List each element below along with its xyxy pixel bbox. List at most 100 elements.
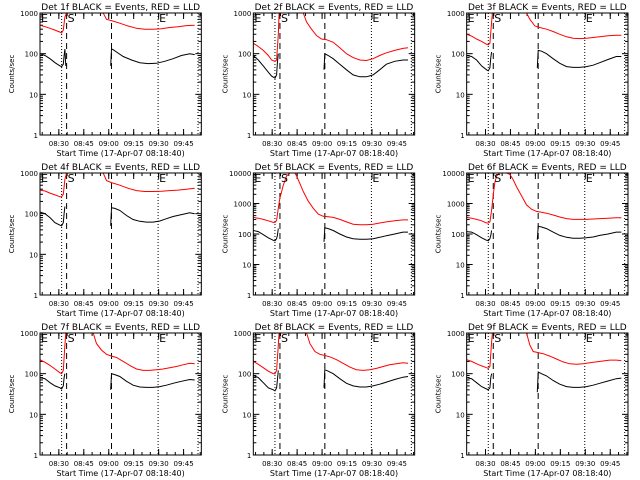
x-tick-label: 08:30: [475, 140, 495, 148]
x-axis-label: Start Time (17-Apr-07 08:18:40): [57, 149, 185, 158]
x-axis-label: Start Time (17-Apr-07 08:18:40): [270, 309, 398, 318]
chart-title: Det 8f BLACK = Events, RED = LLD: [255, 323, 414, 333]
x-tick-label: 09:00: [525, 140, 545, 148]
x-tick-label: 09:45: [173, 460, 193, 468]
events-series-line: [466, 51, 493, 72]
x-tick-label: 08:30: [262, 300, 282, 308]
interval-marker-e: E: [254, 172, 261, 185]
x-tick-label: 09:30: [362, 300, 382, 308]
y-tick-label: 10000: [442, 170, 464, 178]
x-tick-label: 09:45: [600, 300, 620, 308]
events-series-line: [110, 48, 195, 66]
interval-marker-e: E: [41, 172, 48, 185]
interval-marker-s: S: [494, 172, 501, 185]
x-tick-label: 08:45: [500, 460, 520, 468]
interval-marker-s: S: [494, 12, 501, 25]
x-tick-label: 09:30: [575, 460, 595, 468]
y-tick-label: 1: [34, 452, 38, 460]
lld-series-line: [40, 13, 68, 34]
interval-marker-e: E: [586, 332, 593, 345]
x-tick-label: 09:30: [575, 300, 595, 308]
chart-panel-det-2f: Det 2f BLACK = Events, RED = LLD Counts/s…: [221, 3, 416, 158]
lld-series-line: [526, 13, 622, 40]
x-tick-label: 09:00: [312, 300, 332, 308]
events-series-line: [253, 53, 279, 79]
x-axis-label: Start Time (17-Apr-07 08:18:40): [483, 309, 611, 318]
interval-marker-e: E: [586, 12, 593, 25]
y-tick-label: 100: [451, 231, 464, 239]
x-tick-label: 08:45: [287, 300, 307, 308]
plot-frame: [252, 172, 416, 296]
y-tick-label: 1000: [234, 10, 252, 18]
interval-marker-e: E: [159, 12, 166, 25]
x-tick-label: 09:45: [600, 140, 620, 148]
lld-series-line: [102, 13, 195, 30]
chart-panel-det-4f: Det 4f BLACK = Events, RED = LLD Counts/s…: [8, 163, 202, 318]
interval-marker-e: E: [468, 12, 475, 25]
interval-marker-s: S: [68, 172, 75, 185]
y-tick-label: 1: [247, 292, 251, 300]
chart-title: Det 9f BLACK = Events, RED = LLD: [468, 323, 627, 333]
events-series-line: [323, 227, 408, 242]
x-tick-label: 08:30: [49, 140, 69, 148]
y-tick-label: 1000: [20, 10, 38, 18]
plot-frame: [39, 172, 202, 296]
interval-marker-s: S: [68, 12, 75, 25]
events-series-line: [110, 207, 195, 226]
x-tick-label: 08:30: [475, 460, 495, 468]
x-tick-label: 09:30: [575, 140, 595, 148]
interval-marker-e: E: [159, 172, 166, 185]
lld-series-line: [466, 333, 493, 370]
x-tick-label: 09:45: [173, 140, 193, 148]
plot-frame: [252, 332, 416, 456]
y-tick-label: 1000: [20, 330, 38, 338]
x-tick-label: 09:30: [149, 140, 169, 148]
y-tick-label: 100: [238, 231, 251, 239]
interval-marker-e: E: [254, 12, 261, 25]
x-tick-label: 09:45: [173, 300, 193, 308]
chart-panel-det-5f: Det 5f BLACK = Events, RED = LLD Counts/s…: [221, 163, 416, 318]
events-series-line: [466, 373, 493, 391]
y-tick-label: 100: [238, 51, 251, 59]
y-tick-label: 100: [25, 211, 38, 219]
events-series-line: [323, 52, 408, 78]
y-tick-label: 100: [451, 51, 464, 59]
y-axis-label: Counts/sec: [221, 375, 229, 414]
lld-series-line: [466, 13, 493, 46]
lld-series-line: [302, 13, 409, 62]
x-tick-label: 08:45: [74, 460, 94, 468]
lld-series-line: [253, 13, 280, 62]
chart-panel-det-7f: Det 7f BLACK = Events, RED = LLD Counts/s…: [8, 323, 202, 478]
y-tick-label: 1: [460, 452, 464, 460]
y-tick-label: 1: [34, 132, 38, 140]
x-tick-label: 09:00: [312, 460, 332, 468]
interval-marker-e: E: [586, 172, 593, 185]
interval-marker-s: S: [281, 172, 288, 185]
x-axis-label: Start Time (17-Apr-07 08:18:40): [270, 469, 398, 478]
x-tick-label: 08:45: [74, 300, 94, 308]
lld-series-line: [253, 333, 280, 375]
y-axis-label: Counts/sec: [8, 55, 16, 94]
lld-series-line: [306, 333, 409, 371]
x-axis-label: Start Time (17-Apr-07 08:18:40): [270, 149, 398, 158]
x-tick-label: 08:45: [74, 140, 94, 148]
x-tick-label: 08:30: [262, 140, 282, 148]
interval-marker-s: S: [68, 332, 75, 345]
interval-marker-e: E: [468, 332, 475, 345]
chart-panel-det-6f: Det 6f BLACK = Events, RED = LLD Counts/s…: [435, 163, 629, 318]
x-tick-label: 08:45: [500, 300, 520, 308]
y-tick-label: 100: [25, 371, 38, 379]
y-tick-label: 1: [247, 452, 251, 460]
chart-title: Det 6f BLACK = Events, RED = LLD: [468, 163, 627, 173]
events-series-line: [323, 368, 409, 388]
y-axis-label: Counts/sec: [435, 215, 443, 254]
x-tick-label: 08:45: [500, 140, 520, 148]
interval-marker-e: E: [372, 332, 379, 345]
x-tick-label: 08:30: [49, 300, 69, 308]
events-series-line: [253, 370, 279, 392]
events-series-line: [40, 373, 66, 390]
interval-marker-e: E: [41, 12, 48, 25]
lld-series-line: [466, 173, 622, 224]
events-series-line: [536, 49, 622, 68]
